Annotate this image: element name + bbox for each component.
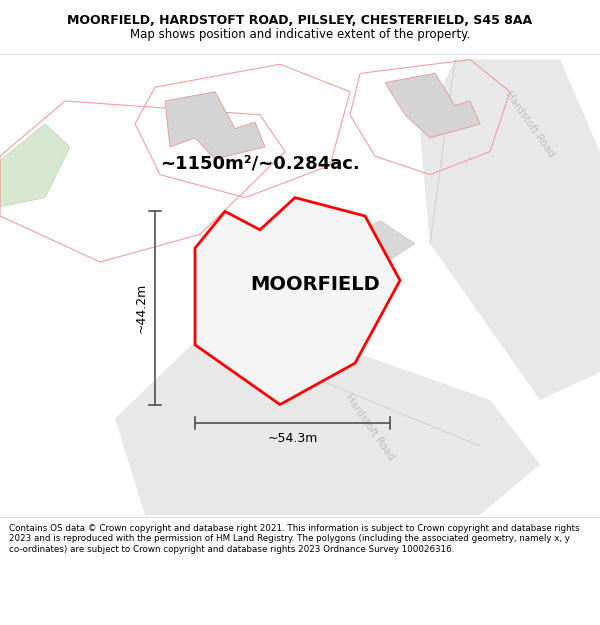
- Text: ~44.2m: ~44.2m: [134, 283, 148, 333]
- Text: Map shows position and indicative extent of the property.: Map shows position and indicative extent…: [130, 28, 470, 41]
- Polygon shape: [420, 59, 600, 400]
- Polygon shape: [165, 92, 265, 159]
- Polygon shape: [115, 308, 540, 515]
- Text: ~54.3m: ~54.3m: [268, 432, 317, 446]
- Text: ~1150m²/~0.284ac.: ~1150m²/~0.284ac.: [160, 155, 360, 172]
- Polygon shape: [310, 248, 380, 294]
- Text: MOORFIELD: MOORFIELD: [250, 276, 380, 294]
- Text: Hardstoft Road: Hardstoft Road: [344, 392, 397, 462]
- Text: Hardstoft Road: Hardstoft Road: [503, 89, 556, 159]
- Text: MOORFIELD, HARDSTOFT ROAD, PILSLEY, CHESTERFIELD, S45 8AA: MOORFIELD, HARDSTOFT ROAD, PILSLEY, CHES…: [67, 14, 533, 27]
- Polygon shape: [385, 73, 480, 138]
- Text: Contains OS data © Crown copyright and database right 2021. This information is : Contains OS data © Crown copyright and d…: [9, 524, 580, 554]
- Polygon shape: [345, 221, 415, 267]
- Polygon shape: [195, 198, 400, 404]
- Polygon shape: [0, 124, 70, 207]
